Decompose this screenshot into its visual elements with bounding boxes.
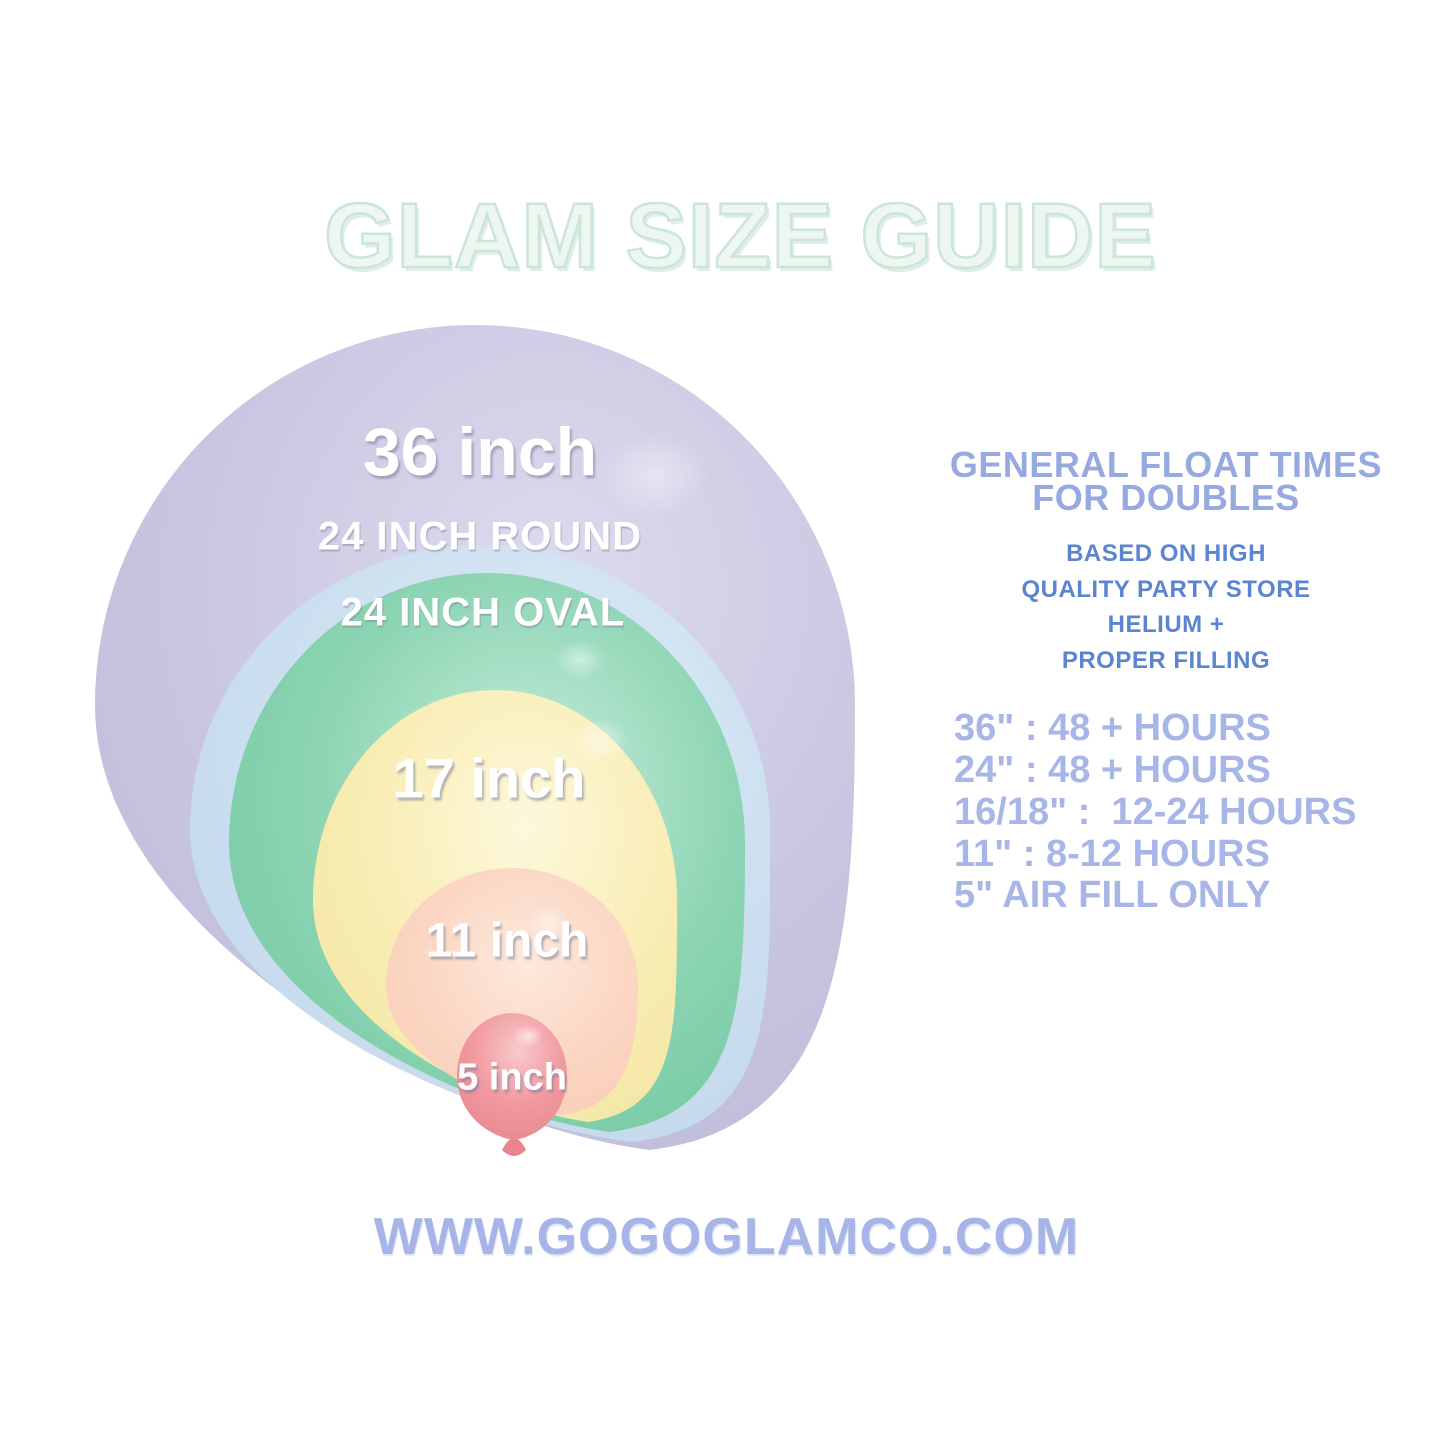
balloon-11-inch-highlight	[528, 907, 568, 937]
balloon-label-11-inch: 11 inch	[425, 914, 589, 968]
balloon-5-inch-knot	[502, 1138, 526, 1156]
float-time-entry-24: 24" : 48 + HOURS	[954, 749, 1271, 792]
float-time-entry-16-18: 16/18" : 12-24 HOURS	[954, 790, 1357, 833]
page-title: GLAM SIZE GUIDE	[323, 184, 1157, 289]
balloon-17-inch-highlight	[572, 718, 628, 762]
balloon-24-inch-oval-highlight	[554, 640, 606, 680]
balloon-5-inch	[457, 1013, 567, 1140]
website-url: WWW.GOGOGLAMCO.COM	[373, 1208, 1080, 1266]
note-line: HELIUM +	[1107, 611, 1225, 639]
float-time-entry-36: 36" : 48 + HOURS	[954, 707, 1271, 750]
balloon-label-24-inch-oval: 24 INCH OVAL	[340, 590, 626, 635]
balloon-label-36-inch: 36 inch	[362, 414, 598, 490]
balloon-label-5-inch: 5 inch	[457, 1056, 567, 1099]
float-times-panel: GENERAL FLOAT TIMES FOR DOUBLES BASED ON…	[930, 444, 1402, 917]
balloon-label-17-inch: 17 inch	[392, 746, 586, 810]
balloon-11-inch	[386, 868, 638, 1115]
balloon-label-24-inch-round: 24 INCH ROUND	[317, 514, 643, 559]
note-line: PROPER FILLING	[1061, 646, 1271, 674]
float-times-note: BASED ON HIGH QUALITY PARTY STORE HELIUM…	[930, 536, 1402, 678]
float-times-heading-line2: FOR DOUBLES	[1032, 477, 1300, 519]
float-times-heading-line1: GENERAL FLOAT TIMES	[949, 444, 1383, 485]
float-times-list: 36" : 48 + HOURS 24" : 48 + HOURS 16/18"…	[954, 707, 1402, 917]
float-times-heading: GENERAL FLOAT TIMES FOR DOUBLES	[930, 444, 1402, 519]
float-time-entry-11: 11" : 8-12 HOURS	[954, 832, 1270, 875]
float-time-entry-5: 5" AIR FILL ONLY	[954, 874, 1271, 917]
note-line: QUALITY PARTY STORE	[1021, 575, 1311, 603]
note-line: BASED ON HIGH	[1066, 540, 1266, 568]
balloon-5-inch-highlight	[513, 1025, 543, 1047]
balloon-36-inch-highlight	[600, 433, 710, 517]
